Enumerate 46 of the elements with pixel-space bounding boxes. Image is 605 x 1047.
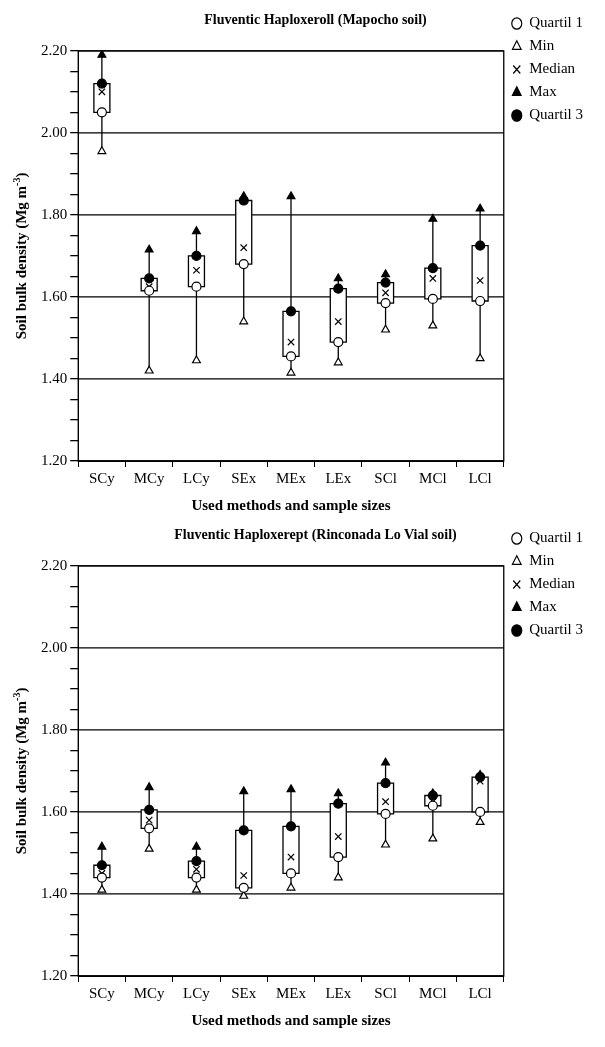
chart-title: Fluventic Haploxeroll (Mapocho soil) xyxy=(204,12,428,29)
x-tick-label: SCy xyxy=(88,984,116,1001)
legend-label: Min xyxy=(529,37,555,54)
legend-label: Max xyxy=(529,598,558,615)
y-axis-title: Soil bulk density (Mg m-3) xyxy=(10,687,30,855)
x-tick-label: LEx xyxy=(325,984,352,1001)
legend-label: Median xyxy=(529,575,576,592)
legend-label: Quartil 3 xyxy=(529,106,584,123)
x-tick-label: LCl xyxy=(468,984,492,1001)
legend-label: Quartil 1 xyxy=(529,14,584,31)
y-tick-label: 1.80 xyxy=(41,720,68,737)
x-tick-label: LCy xyxy=(183,469,211,486)
y-tick-label: 1.80 xyxy=(41,205,68,222)
x-tick-label: MEx xyxy=(276,469,307,486)
y-tick-label: 2.20 xyxy=(41,556,68,573)
y-tick-label: 1.20 xyxy=(41,451,68,468)
x-tick-label: LCy xyxy=(183,984,211,1001)
x-tick-label: MCl xyxy=(419,984,447,1001)
x-tick-label: LCl xyxy=(468,469,492,486)
y-tick-label: 1.40 xyxy=(41,369,68,386)
y-tick-label: 1.20 xyxy=(41,966,68,983)
x-tick-label: SEx xyxy=(231,984,257,1001)
x-tick-label: MEx xyxy=(276,984,307,1001)
y-axis-title: Soil bulk density (Mg m-3) xyxy=(10,172,30,340)
x-tick-label: SCl xyxy=(374,984,397,1001)
x-tick-label: SCl xyxy=(374,469,397,486)
y-tick-label: 1.60 xyxy=(41,802,68,819)
x-axis-title: Used methods and sample sizes xyxy=(191,1011,391,1028)
legend-label: Min xyxy=(529,552,555,569)
x-tick-label: SEx xyxy=(231,469,257,486)
chart-title: Fluventic Haploxerept (Rinconada Lo Vial soil) xyxy=(174,527,458,544)
x-tick-label: MCy xyxy=(133,469,166,486)
x-tick-label: SCy xyxy=(88,469,116,486)
legend-label: Max xyxy=(529,83,558,100)
x-tick-label: LEx xyxy=(325,469,352,486)
x-tick-label: MCl xyxy=(419,469,447,486)
x-axis-title: Used methods and sample sizes xyxy=(191,496,391,513)
y-tick-label: 1.40 xyxy=(41,884,68,901)
legend-label: Median xyxy=(529,60,576,77)
y-tick-label: 2.20 xyxy=(41,41,68,58)
y-tick-label: 1.60 xyxy=(41,287,68,304)
legend-label: Quartil 1 xyxy=(529,529,584,546)
y-tick-label: 2.00 xyxy=(41,638,68,655)
legend-label: Quartil 3 xyxy=(529,621,584,638)
y-tick-label: 2.00 xyxy=(41,123,68,140)
x-tick-label: MCy xyxy=(133,984,166,1001)
